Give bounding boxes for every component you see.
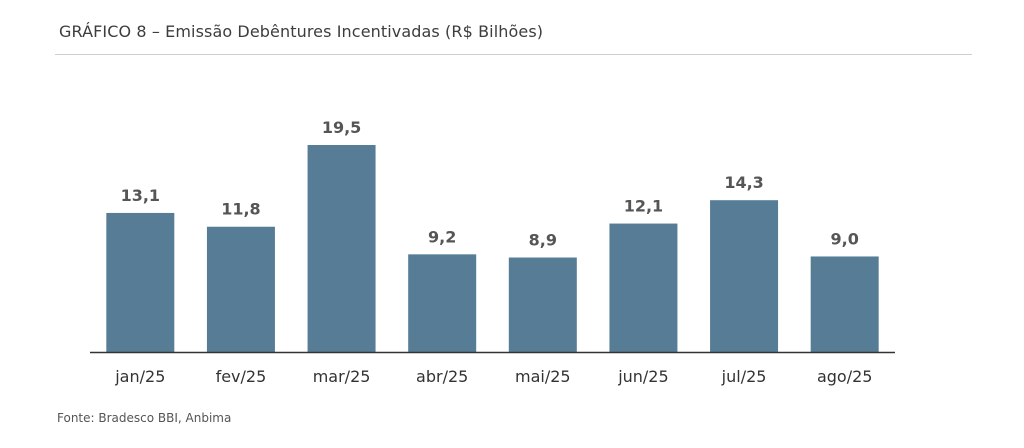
x-tick-label: mar/25 [313,367,371,386]
data-label: 13,1 [121,186,160,205]
bar-ago-25 [810,256,879,352]
bar-abr-25 [408,254,477,352]
x-tick-label: ago/25 [817,367,873,386]
data-label: 9,0 [831,229,859,248]
data-label: 8,9 [529,231,557,250]
x-tick-label: jul/25 [721,367,767,386]
title-divider [55,54,972,55]
chart-title: GRÁFICO 8 – Emissão Debêntures Incentiva… [59,22,544,41]
bar-fev-25 [206,226,275,352]
bar-mar-25 [307,145,376,352]
x-tick-label: abr/25 [416,367,468,386]
data-label: 19,5 [322,118,361,137]
x-tick-label: mai/25 [515,367,571,386]
x-tick-label: fev/25 [216,367,267,386]
x-tick-label: jun/25 [617,367,668,386]
data-label: 11,8 [221,200,260,219]
data-label: 9,2 [428,227,456,246]
bar-jun-25 [609,223,678,352]
source-note: Fonte: Bradesco BBI, Anbima [57,411,232,425]
bar-mai-25 [508,257,577,352]
x-tick-label: jan/25 [114,367,165,386]
bar-jul-25 [710,200,779,352]
bar-jan-25 [106,212,175,352]
data-label: 14,3 [724,173,763,192]
data-label: 12,1 [624,197,663,216]
